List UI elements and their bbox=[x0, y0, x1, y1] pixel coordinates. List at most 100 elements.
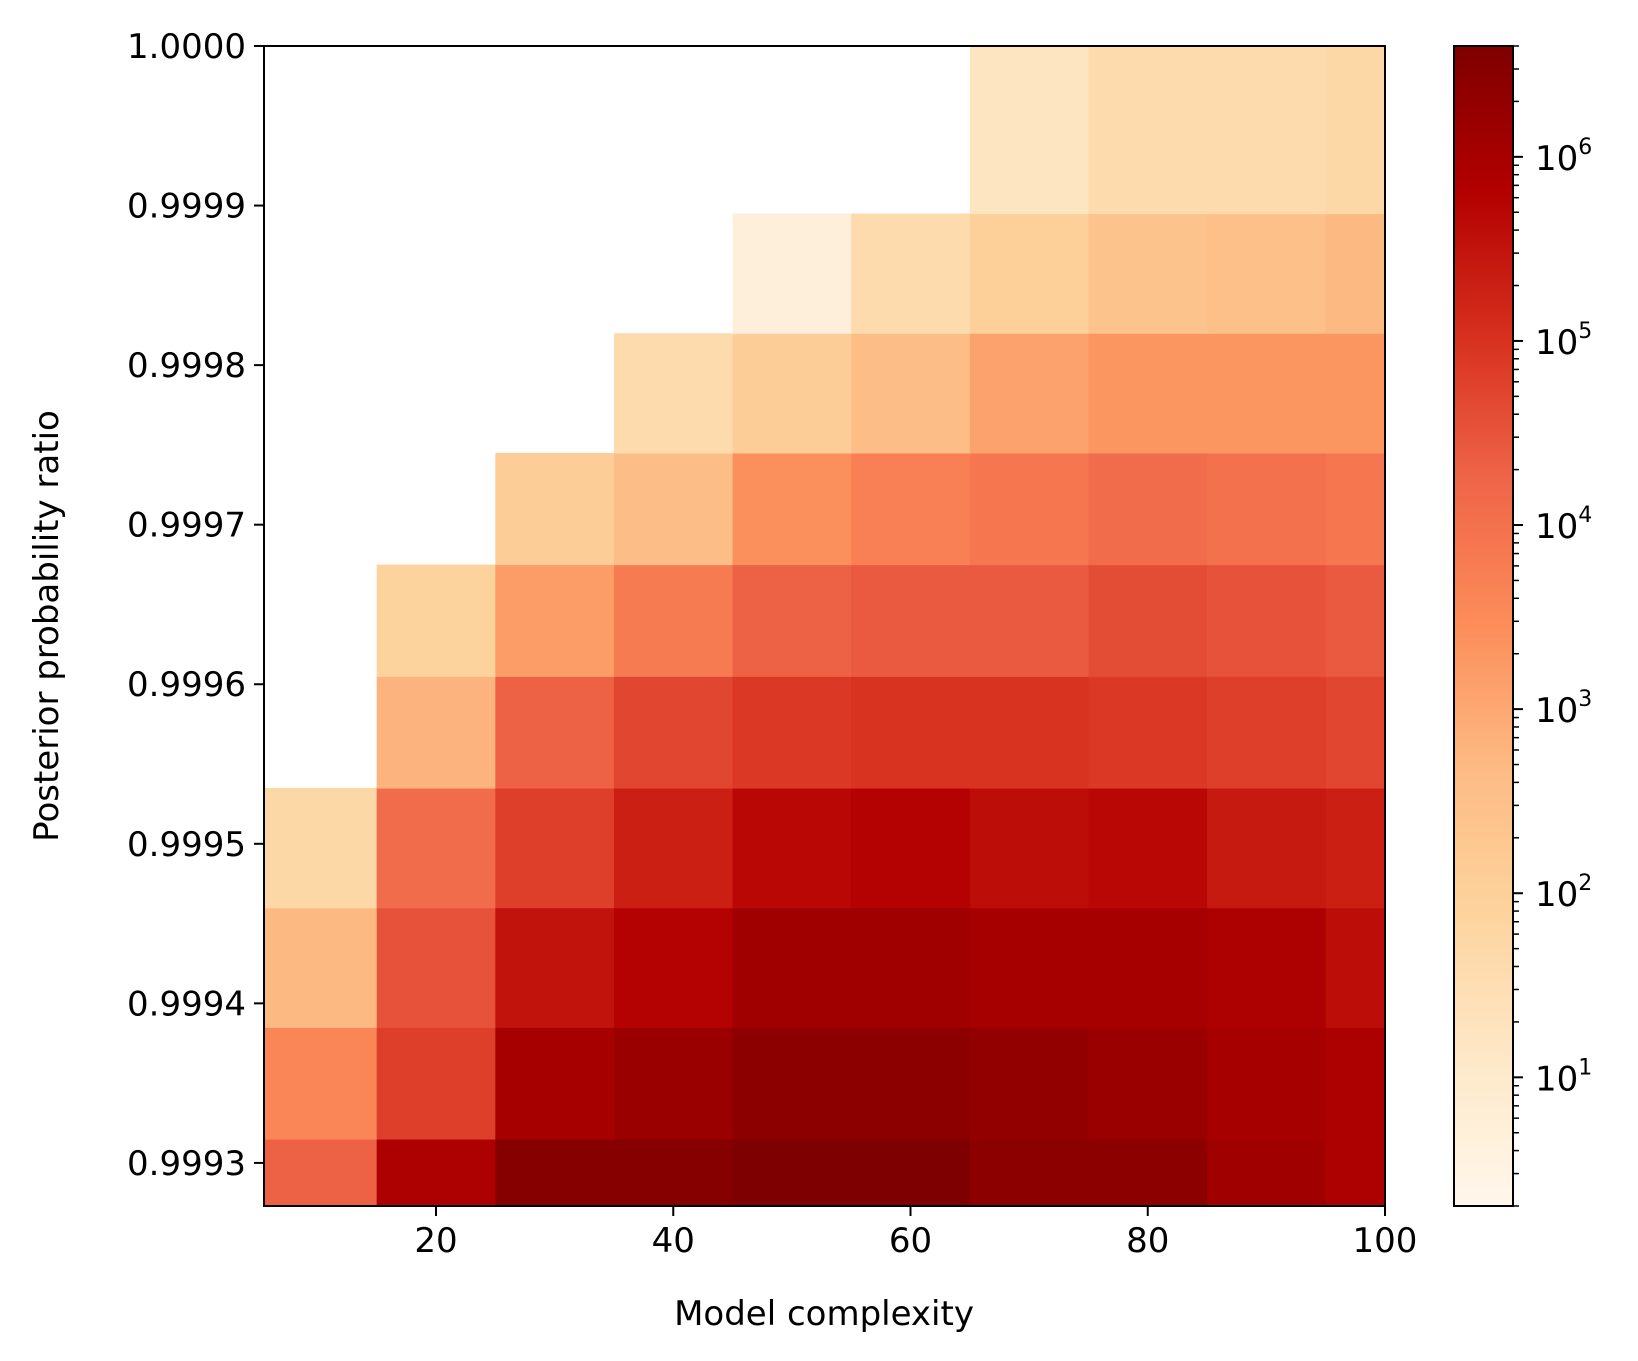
heatmap-cell-r2-c0 bbox=[264, 907, 378, 1028]
heatmap-cell-r4-c9 bbox=[1325, 676, 1386, 789]
heatmap-cell-r0-c0 bbox=[264, 1138, 378, 1207]
heatmap-cell-r5-c5 bbox=[851, 564, 971, 677]
heatmap-cell-r0-c8 bbox=[1207, 1138, 1327, 1207]
y-axis: 0.9993 0.9994 0.9995 0.9996 0.9997 0.9998 0.99… bbox=[127, 27, 264, 1184]
heatmap-cell-r6-c6 bbox=[969, 452, 1090, 566]
heatmap-cell-r3-c4 bbox=[732, 787, 852, 909]
heatmap-cell-r7-c3 bbox=[613, 333, 734, 454]
heatmap-cell-r2-c2 bbox=[495, 907, 615, 1028]
heatmap-cell-r7-c5 bbox=[851, 333, 971, 454]
y-axis-label: Posterior probability ratio bbox=[27, 410, 67, 842]
heatmap-cell-r6-c9 bbox=[1325, 452, 1386, 566]
heatmap-cell-r6-c8 bbox=[1207, 452, 1327, 566]
heatmap-cell-r0-c5 bbox=[851, 1138, 971, 1207]
heatmap-cell-r1-c7 bbox=[1088, 1027, 1208, 1140]
heatmap-cell-r8-c8 bbox=[1207, 213, 1327, 334]
heatmap-cell-r2-c6 bbox=[969, 907, 1090, 1028]
heatmap-cell-r3-c7 bbox=[1088, 787, 1208, 909]
x-tick-label: 80 bbox=[1126, 1221, 1169, 1261]
heatmap-cell-r0-c1 bbox=[376, 1138, 496, 1207]
heatmap-cell-r4-c3 bbox=[613, 676, 734, 789]
x-tick-label: 60 bbox=[889, 1221, 932, 1261]
heatmap-cell-r7-c4 bbox=[732, 333, 852, 454]
heatmap-cell-r2-c4 bbox=[732, 907, 852, 1028]
x-tick-label: 40 bbox=[652, 1221, 695, 1261]
heatmap-cell-r0-c2 bbox=[495, 1138, 615, 1207]
heatmap-cell-r9-c6 bbox=[969, 46, 1090, 215]
colorbar-tick-label: 103 bbox=[1535, 687, 1592, 731]
heatmap-cell-r2-c3 bbox=[613, 907, 734, 1028]
y-tick-label: 1.0000 bbox=[127, 27, 246, 67]
x-axis: 20 40 60 80 100 bbox=[414, 1206, 1417, 1261]
heatmap-cell-r1-c9 bbox=[1325, 1027, 1386, 1140]
heatmap-cell-r0-c3 bbox=[613, 1138, 734, 1207]
colorbar-frame bbox=[1453, 45, 1514, 1207]
heatmap-cells bbox=[264, 46, 1386, 1207]
heatmap-cell-r3-c2 bbox=[495, 787, 615, 909]
colorbar-tick-label: 104 bbox=[1535, 503, 1592, 547]
colorbar-tick-label: 106 bbox=[1535, 135, 1592, 179]
y-tick-label: 0.9993 bbox=[127, 1144, 246, 1184]
heatmap-cell-r5-c4 bbox=[732, 564, 852, 677]
y-tick-label: 0.9994 bbox=[127, 984, 246, 1024]
heatmap-cell-r3-c9 bbox=[1325, 787, 1386, 909]
heatmap-cell-r5-c8 bbox=[1207, 564, 1327, 677]
heatmap-cell-r5-c9 bbox=[1325, 564, 1386, 677]
y-tick-label: 0.9999 bbox=[127, 187, 246, 227]
heatmap-cell-r1-c2 bbox=[495, 1027, 615, 1140]
heatmap-cell-r0-c4 bbox=[732, 1138, 852, 1207]
heatmap-cell-r7-c8 bbox=[1207, 333, 1327, 454]
heatmap-cell-r9-c8 bbox=[1207, 46, 1327, 215]
heatmap-cell-r1-c6 bbox=[969, 1027, 1090, 1140]
heatmap-cell-r5-c3 bbox=[613, 564, 734, 677]
heatmap-cell-r4-c4 bbox=[732, 676, 852, 789]
heatmap-cell-r0-c7 bbox=[1088, 1138, 1208, 1207]
y-tick-label: 0.9998 bbox=[127, 346, 246, 386]
heatmap-cell-r1-c1 bbox=[376, 1027, 496, 1140]
plot-frame bbox=[263, 45, 1386, 1207]
heatmap-cell-r2-c8 bbox=[1207, 907, 1327, 1028]
x-tick-label: 100 bbox=[1353, 1221, 1418, 1261]
x-axis-label: Model complexity bbox=[674, 1294, 974, 1334]
heatmap-cell-r7-c6 bbox=[969, 333, 1090, 454]
heatmap-cell-r4-c7 bbox=[1088, 676, 1208, 789]
heatmap-cell-r9-c9 bbox=[1325, 46, 1386, 215]
heatmap-cell-r1-c0 bbox=[264, 1027, 378, 1140]
heatmap-cell-r7-c9 bbox=[1325, 333, 1386, 454]
heatmap-cell-r8-c7 bbox=[1088, 213, 1208, 334]
colorbar-tick-label: 102 bbox=[1535, 871, 1592, 915]
heatmap-cell-r8-c5 bbox=[851, 213, 971, 334]
heatmap-cell-r0-c9 bbox=[1325, 1138, 1386, 1207]
heatmap-cell-r8-c6 bbox=[969, 213, 1090, 334]
heatmap-cell-r0-c6 bbox=[969, 1138, 1090, 1207]
heatmap-cell-r5-c6 bbox=[969, 564, 1090, 677]
heatmap-cell-r5-c2 bbox=[495, 564, 615, 677]
heatmap-cell-r8-c4 bbox=[732, 213, 852, 334]
heatmap-cell-r2-c7 bbox=[1088, 907, 1208, 1028]
y-tick-label: 0.9996 bbox=[127, 665, 246, 705]
heatmap-cell-r1-c3 bbox=[613, 1027, 734, 1140]
heatmap-cell-r3-c0 bbox=[264, 787, 378, 909]
heatmap-cell-r1-c8 bbox=[1207, 1027, 1327, 1140]
heatmap-cell-r6-c2 bbox=[495, 452, 615, 566]
heatmap-cell-r5-c7 bbox=[1088, 564, 1208, 677]
colorbar bbox=[1454, 46, 1513, 1206]
heatmap-cell-r6-c5 bbox=[851, 452, 971, 566]
heatmap-cell-r3-c3 bbox=[613, 787, 734, 909]
heatmap-cell-r6-c3 bbox=[613, 452, 734, 566]
colorbar-ticks: 101 102 103 104 105 106 bbox=[1513, 45, 1592, 1207]
heatmap-cell-r7-c7 bbox=[1088, 333, 1208, 454]
heatmap-cell-r4-c6 bbox=[969, 676, 1090, 789]
heatmap-cell-r2-c1 bbox=[376, 907, 496, 1028]
heatmap-cell-r4-c2 bbox=[495, 676, 615, 789]
heatmap-cell-r8-c9 bbox=[1325, 213, 1386, 334]
heatmap-cell-r3-c6 bbox=[969, 787, 1090, 909]
y-tick-label: 0.9997 bbox=[127, 506, 246, 546]
heatmap-cell-r3-c8 bbox=[1207, 787, 1327, 909]
heatmap-cell-r3-c5 bbox=[851, 787, 971, 909]
heatmap-cell-r5-c1 bbox=[376, 564, 496, 677]
y-tick-label: 0.9995 bbox=[127, 825, 246, 865]
heatmap-cell-r9-c7 bbox=[1088, 46, 1208, 215]
heatmap-cell-r1-c4 bbox=[732, 1027, 852, 1140]
